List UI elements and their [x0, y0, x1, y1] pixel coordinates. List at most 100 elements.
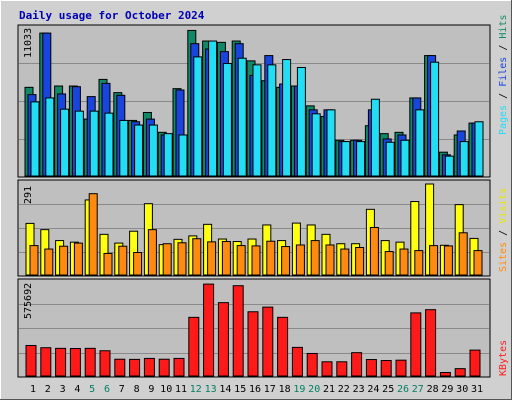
legend-sites: Sites [498, 242, 509, 272]
hits-bar [430, 61, 440, 177]
hits-bar [267, 64, 277, 177]
sites-bar [399, 248, 409, 276]
day-label: 19 [293, 384, 305, 395]
kbytes-bar [55, 347, 67, 377]
hits-bar [341, 141, 351, 177]
day-label: 18 [279, 384, 291, 395]
kbytes-bar [129, 358, 141, 377]
kbytes-bar [217, 302, 229, 377]
kbytes-bar [336, 361, 348, 377]
sites-bar [147, 229, 157, 276]
sites-bar [355, 246, 365, 276]
kbytes-bar [410, 312, 422, 377]
kbytes-bar [69, 348, 81, 377]
hits-bar [119, 119, 129, 177]
visits-ymax-label: 291 [23, 186, 34, 204]
kbytes-bar [380, 359, 392, 377]
day-label: 23 [353, 384, 365, 395]
day-label: 7 [119, 384, 125, 395]
sites-bar [251, 245, 261, 276]
kbytes-bar [247, 311, 259, 377]
day-label: 6 [104, 384, 110, 395]
hits-bar [459, 141, 469, 177]
sites-bar [266, 240, 276, 276]
sites-bar [44, 248, 54, 276]
sites-bar [162, 243, 172, 276]
hits-bar [400, 139, 410, 177]
visits-panel-legend: Sites / Visits [498, 188, 509, 272]
day-label: 10 [160, 384, 172, 395]
sites-bar [384, 251, 394, 276]
kbytes-ymax-label: 575692 [23, 283, 34, 319]
kbytes-bar [365, 359, 377, 377]
day-label: 9 [148, 384, 154, 395]
day-label: 29 [441, 384, 453, 395]
kbytes-bar [439, 371, 451, 377]
hits-bar [311, 113, 321, 177]
hits-bar [356, 141, 366, 177]
sites-bar [369, 226, 379, 276]
sites-bar [73, 242, 83, 276]
kbytes-bar [306, 352, 318, 377]
legend-separator: / [498, 45, 509, 51]
legend-hits: Hits [498, 15, 509, 39]
hits-bar [74, 110, 84, 177]
day-label: 12 [190, 384, 202, 395]
sites-bar [207, 241, 217, 276]
hits-bar [148, 124, 158, 177]
day-label: 26 [397, 384, 409, 395]
hits-bar [45, 97, 55, 177]
hits-bar [474, 121, 484, 177]
day-label: 21 [323, 384, 335, 395]
sites-bar [295, 244, 305, 276]
day-label: 3 [60, 384, 66, 395]
legend-files: Files [498, 57, 509, 87]
day-label: 5 [89, 384, 95, 395]
day-label: 8 [134, 384, 140, 395]
legend-separator: / [498, 93, 509, 99]
sites-bar [414, 250, 424, 276]
legend-separator: / [498, 230, 509, 236]
sites-bar [221, 241, 231, 276]
kbytes-bar [40, 347, 52, 377]
kbytes-bar [291, 346, 303, 377]
hits-bar [222, 63, 232, 177]
kbytes-bar [25, 344, 37, 377]
kbytes-bar [321, 361, 333, 377]
hits-bar [385, 141, 395, 177]
kbytes-panel-legend: KBytes [498, 340, 509, 376]
hits-bar [163, 133, 173, 177]
sites-bar [236, 245, 246, 276]
sites-bar [29, 245, 39, 276]
hits-bar [134, 124, 144, 177]
day-label: 24 [367, 384, 379, 395]
sites-bar [177, 242, 187, 276]
hits-bar [89, 110, 99, 177]
kbytes-bar [425, 309, 437, 377]
chart-title: Daily usage for October 2024 [19, 9, 205, 22]
day-label: 14 [219, 384, 231, 395]
sites-bar [473, 250, 483, 276]
legend-visits: Visits [498, 188, 509, 224]
hits-bar [30, 101, 40, 177]
legend-pages: Pages [498, 105, 509, 135]
hits-ymax-label: 11033 [23, 28, 34, 58]
kbytes-bar [351, 352, 363, 377]
sites-bar [325, 244, 335, 276]
kbytes-bar [454, 368, 466, 377]
hits-bar [60, 108, 70, 177]
sites-bar [281, 246, 291, 276]
hits-panel-legend: Pages / Files / Hits [498, 15, 509, 136]
kbytes-bar [173, 357, 185, 377]
kbytes-bar [203, 283, 215, 377]
day-label: 31 [471, 384, 483, 395]
day-label: 28 [427, 384, 439, 395]
kbytes-bar [84, 347, 96, 377]
sites-bar [443, 245, 453, 276]
hits-bar [282, 59, 292, 177]
hits-bar [252, 64, 262, 177]
kbytes-bar [188, 316, 200, 377]
hits-bar [370, 98, 380, 177]
sites-bar [88, 193, 98, 276]
